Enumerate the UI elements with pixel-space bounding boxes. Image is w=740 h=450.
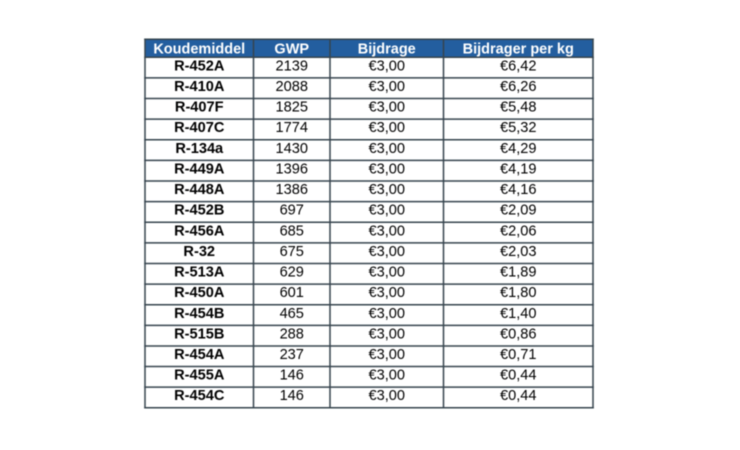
- svg-text:€0,44: €0,44: [500, 388, 537, 404]
- svg-text:R-134a: R-134a: [175, 141, 224, 157]
- svg-text:€3,00: €3,00: [368, 58, 405, 74]
- svg-text:685: 685: [280, 223, 304, 239]
- svg-text:146: 146: [280, 388, 304, 404]
- svg-text:R-513A: R-513A: [174, 265, 225, 281]
- svg-text:675: 675: [280, 244, 304, 260]
- svg-text:€4,29: €4,29: [500, 141, 537, 157]
- svg-text:2139: 2139: [276, 58, 308, 74]
- svg-text:R-450A: R-450A: [174, 285, 225, 301]
- svg-text:Bijdrage: Bijdrage: [358, 42, 416, 58]
- svg-text:€3,00: €3,00: [368, 306, 405, 322]
- svg-text:€2,06: €2,06: [500, 223, 537, 239]
- svg-text:€1,80: €1,80: [500, 285, 537, 301]
- svg-text:€3,00: €3,00: [368, 141, 405, 157]
- svg-text:€3,00: €3,00: [368, 347, 405, 363]
- svg-text:€1,40: €1,40: [500, 306, 537, 322]
- svg-text:€2,09: €2,09: [500, 203, 537, 219]
- svg-text:€2,03: €2,03: [500, 244, 537, 260]
- svg-text:€3,00: €3,00: [368, 388, 405, 404]
- svg-text:GWP: GWP: [274, 42, 309, 58]
- svg-text:€4,19: €4,19: [500, 161, 537, 177]
- svg-text:€3,00: €3,00: [368, 326, 405, 342]
- svg-text:€0,44: €0,44: [500, 368, 537, 384]
- svg-text:1396: 1396: [276, 161, 308, 177]
- svg-text:€3,00: €3,00: [368, 244, 405, 260]
- svg-text:R-410A: R-410A: [174, 79, 225, 95]
- svg-text:€3,00: €3,00: [368, 285, 405, 301]
- svg-text:1825: 1825: [276, 100, 308, 116]
- svg-text:R-455A: R-455A: [174, 368, 225, 384]
- svg-text:R-449A: R-449A: [174, 161, 225, 177]
- svg-text:R-454B: R-454B: [174, 306, 224, 322]
- svg-text:629: 629: [280, 265, 304, 281]
- svg-text:€0,71: €0,71: [500, 347, 537, 363]
- svg-text:Koudemiddel: Koudemiddel: [153, 42, 245, 58]
- svg-text:€3,00: €3,00: [368, 100, 405, 116]
- svg-text:146: 146: [280, 368, 304, 384]
- svg-text:R-448A: R-448A: [174, 182, 225, 198]
- svg-text:€1,89: €1,89: [500, 265, 537, 281]
- svg-text:€3,00: €3,00: [368, 182, 405, 198]
- svg-text:€0,86: €0,86: [500, 326, 537, 342]
- svg-text:R-454A: R-454A: [174, 347, 225, 363]
- svg-text:1386: 1386: [276, 182, 308, 198]
- svg-text:R-407F: R-407F: [175, 100, 224, 116]
- svg-text:237: 237: [280, 347, 304, 363]
- svg-text:€4,16: €4,16: [500, 182, 537, 198]
- svg-text:€3,00: €3,00: [368, 223, 405, 239]
- svg-text:R-452A: R-452A: [174, 58, 225, 74]
- svg-text:288: 288: [280, 326, 304, 342]
- svg-text:601: 601: [280, 285, 304, 301]
- svg-text:€3,00: €3,00: [368, 265, 405, 281]
- svg-text:€3,00: €3,00: [368, 161, 405, 177]
- svg-text:€3,00: €3,00: [368, 79, 405, 95]
- svg-text:€5,48: €5,48: [500, 100, 537, 116]
- svg-text:1430: 1430: [276, 141, 308, 157]
- svg-text:465: 465: [280, 306, 304, 322]
- svg-text:Bijdrager per kg: Bijdrager per kg: [463, 42, 574, 58]
- svg-text:R-456A: R-456A: [174, 223, 225, 239]
- svg-text:R-32: R-32: [183, 244, 215, 260]
- svg-text:€3,00: €3,00: [368, 120, 405, 136]
- svg-text:697: 697: [280, 203, 304, 219]
- svg-text:1774: 1774: [276, 120, 308, 136]
- svg-text:€6,42: €6,42: [500, 58, 537, 74]
- svg-text:R-454C: R-454C: [174, 388, 225, 404]
- svg-text:€6,26: €6,26: [500, 79, 537, 95]
- svg-text:R-515B: R-515B: [174, 326, 224, 342]
- svg-text:€5,32: €5,32: [500, 120, 537, 136]
- svg-text:2088: 2088: [276, 79, 308, 95]
- svg-text:€3,00: €3,00: [368, 203, 405, 219]
- svg-text:€3,00: €3,00: [368, 368, 405, 384]
- svg-text:R-407C: R-407C: [174, 120, 225, 136]
- svg-text:R-452B: R-452B: [174, 203, 224, 219]
